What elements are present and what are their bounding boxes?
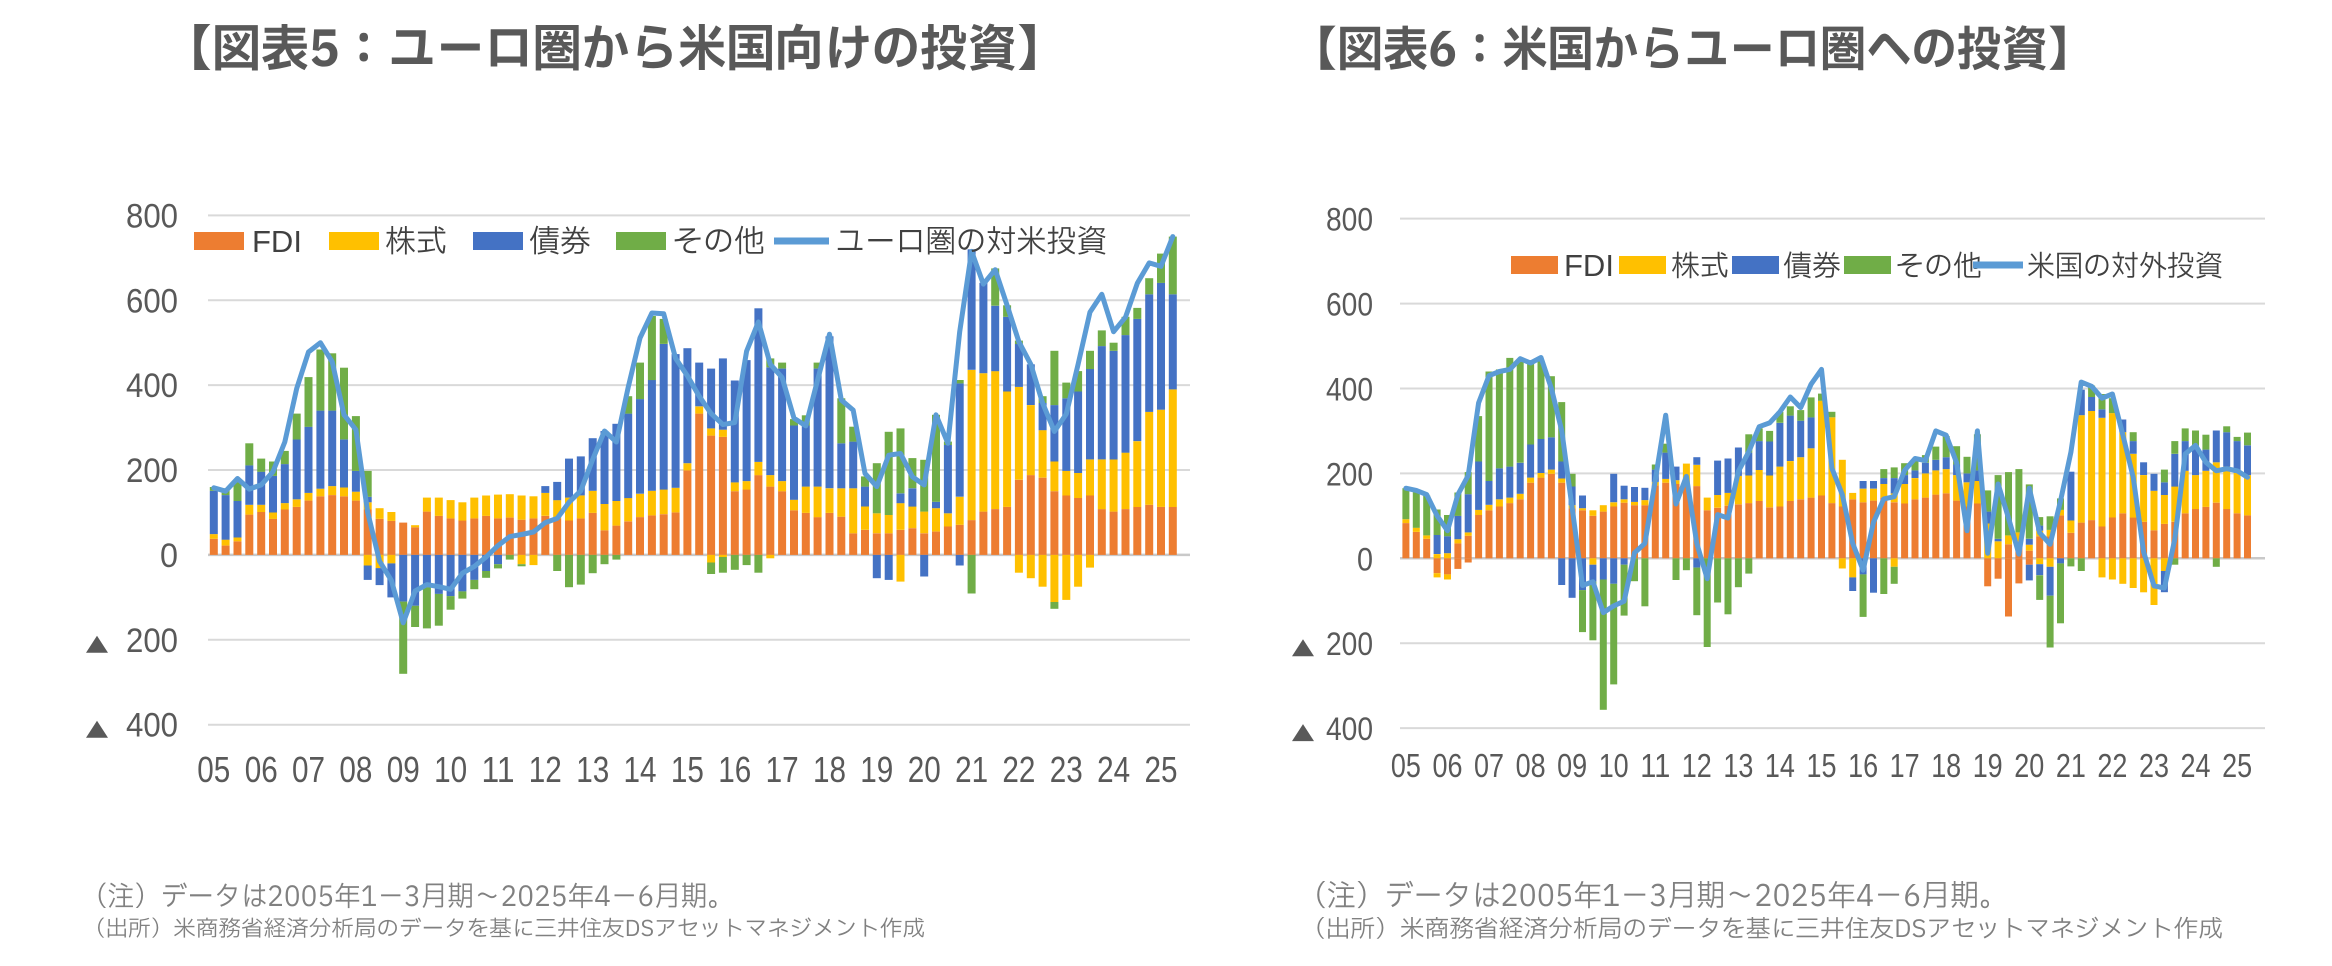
svg-text:19: 19 [860,749,893,790]
svg-text:11: 11 [482,749,515,790]
svg-text:800: 800 [126,197,178,235]
svg-text:09: 09 [387,749,420,790]
svg-text:21: 21 [2056,747,2086,784]
svg-text:07: 07 [1474,747,1504,784]
svg-text:200: 200 [126,452,178,490]
svg-text:0: 0 [1357,541,1373,577]
svg-text:05: 05 [1391,747,1421,784]
svg-text:400: 400 [1326,711,1373,747]
svg-text:600: 600 [126,282,178,320]
svg-text:05: 05 [197,749,230,790]
svg-text:06: 06 [1433,747,1463,784]
svg-text:14: 14 [1765,747,1795,784]
svg-text:800: 800 [1326,202,1373,238]
svg-text:FDI: FDI [252,224,302,259]
svg-text:22: 22 [1002,749,1035,790]
svg-text:16: 16 [1848,747,1878,784]
svg-text:25: 25 [2222,747,2252,784]
svg-text:25: 25 [1145,749,1178,790]
svg-text:24: 24 [2181,747,2211,784]
svg-text:0: 0 [160,537,178,575]
svg-text:13: 13 [1723,747,1753,784]
svg-text:400: 400 [126,367,178,405]
svg-text:11: 11 [1640,747,1670,784]
svg-text:15: 15 [671,749,704,790]
svg-text:17: 17 [1890,747,1920,784]
svg-text:10: 10 [1599,747,1629,784]
svg-text:06: 06 [245,749,278,790]
svg-text:18: 18 [1931,747,1961,784]
svg-text:07: 07 [292,749,325,790]
svg-text:14: 14 [624,749,657,790]
svg-text:12: 12 [529,749,562,790]
svg-text:09: 09 [1557,747,1587,784]
svg-text:22: 22 [2097,747,2127,784]
svg-text:15: 15 [1807,747,1837,784]
svg-text:24: 24 [1097,749,1130,790]
svg-text:20: 20 [2014,747,2044,784]
svg-text:19: 19 [1973,747,2003,784]
svg-text:23: 23 [2139,747,2169,784]
svg-text:200: 200 [1326,626,1373,662]
svg-text:08: 08 [1516,747,1546,784]
svg-text:20: 20 [908,749,941,790]
svg-text:18: 18 [813,749,846,790]
svg-text:600: 600 [1326,287,1373,323]
svg-text:08: 08 [339,749,372,790]
svg-text:13: 13 [576,749,609,790]
svg-text:FDI: FDI [1564,248,1614,283]
svg-text:21: 21 [955,749,988,790]
svg-text:16: 16 [718,749,751,790]
svg-text:23: 23 [1050,749,1083,790]
svg-text:10: 10 [434,749,467,790]
svg-text:17: 17 [766,749,799,790]
svg-text:400: 400 [1326,371,1373,407]
svg-text:400: 400 [126,707,178,745]
svg-text:200: 200 [1326,456,1373,492]
svg-text:200: 200 [126,622,178,660]
svg-text:12: 12 [1682,747,1712,784]
